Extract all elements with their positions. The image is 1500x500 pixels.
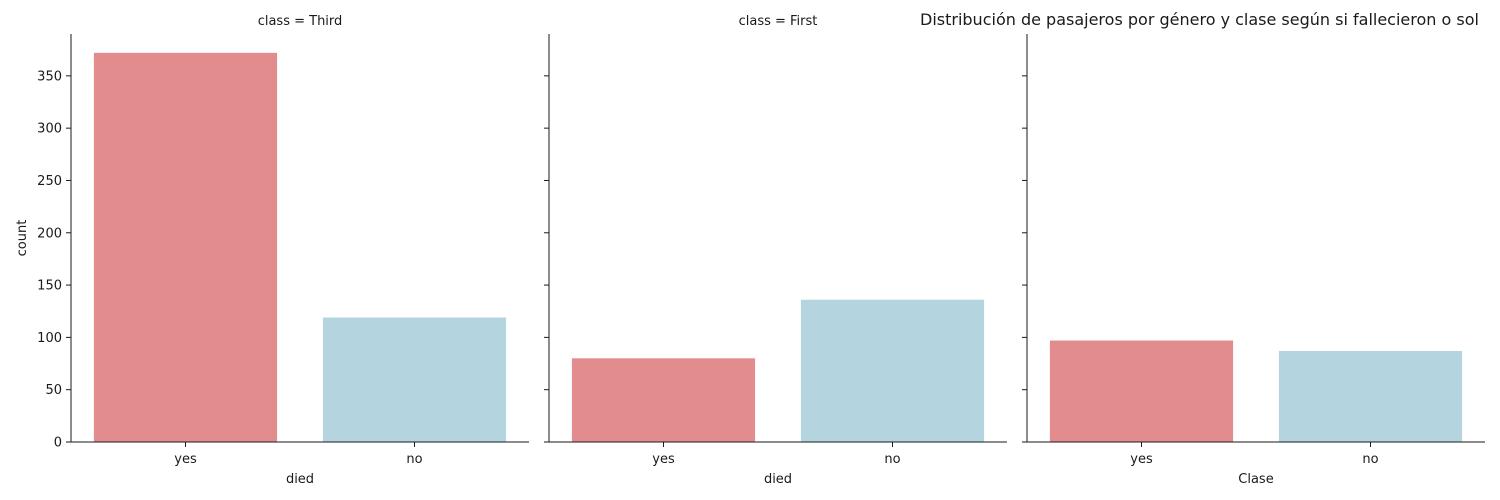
y-tick-label: 350: [37, 69, 62, 84]
y-tick-label: 150: [37, 279, 62, 294]
panels-group: 0 50 100 150 200 250 300 350 yes no died class = Th…: [15, 14, 1485, 487]
y-tick-label: 100: [37, 331, 62, 346]
x-tick-label: yes: [174, 452, 197, 467]
x-tick-label: no: [884, 452, 900, 467]
x-tick-label: yes: [652, 452, 675, 467]
y-tick-label: 50: [45, 383, 62, 398]
bar-yes: [93, 52, 278, 442]
x-tick-label: yes: [1130, 452, 1153, 467]
bar-yes: [1049, 340, 1234, 442]
panel-1: 0 50 100 150 200 250 300 350 yes no died class = Th…: [15, 14, 529, 487]
chart-suptitle: Distribución de pasajeros por género y c…: [920, 10, 1479, 29]
bar-no: [800, 299, 985, 442]
panel-2: yes no died class = First: [544, 14, 1007, 487]
x-axis-label: died: [286, 472, 314, 487]
x-axis-label: died: [764, 472, 792, 487]
y-tick-label: 0: [54, 436, 62, 451]
y-tick-label: 250: [37, 174, 62, 189]
bar-no: [1278, 350, 1463, 442]
bar-yes: [571, 358, 756, 442]
bar-no: [322, 317, 507, 442]
y-tick-label: 200: [37, 226, 62, 241]
x-axis-label: Clase: [1238, 472, 1273, 487]
y-axis-label: count: [15, 220, 30, 257]
panel-3: yes no Clase: [1022, 34, 1485, 487]
panel-title: class = Third: [258, 14, 343, 29]
x-tick-label: no: [1362, 452, 1378, 467]
y-tick-label: 300: [37, 122, 62, 137]
x-tick-label: no: [406, 452, 422, 467]
panel-title: class = First: [739, 14, 818, 29]
